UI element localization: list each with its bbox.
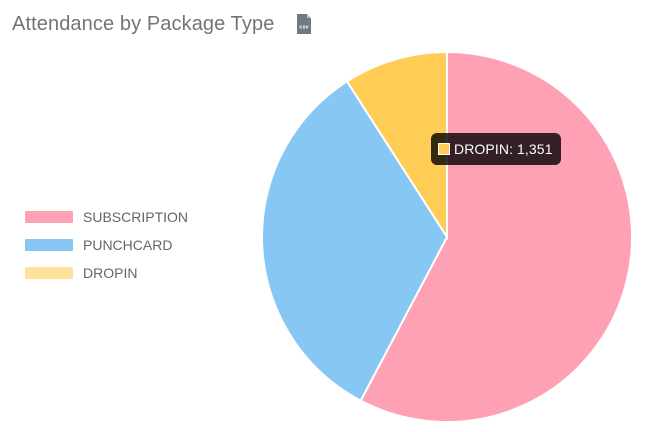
pie-slices bbox=[261, 50, 634, 423]
tooltip-value: 1,351 bbox=[517, 141, 553, 157]
chart-title: Attendance by Package Type bbox=[12, 12, 275, 35]
legend-item-punchcard[interactable]: PUNCHCARD bbox=[25, 231, 188, 259]
chart-header: Attendance by Package Type csv bbox=[12, 10, 312, 38]
legend-item-subscription[interactable]: SUBSCRIPTION bbox=[25, 203, 188, 231]
pie-slice-punchcard[interactable] bbox=[261, 79, 449, 402]
tooltip-text: DROPIN: 1,351 bbox=[454, 141, 553, 157]
csv-download-icon[interactable]: csv bbox=[296, 13, 312, 35]
legend-label: PUNCHCARD bbox=[83, 237, 173, 253]
tooltip-label: DROPIN bbox=[454, 141, 510, 157]
tooltip-swatch bbox=[438, 143, 450, 155]
pie-slice-subscription[interactable] bbox=[359, 50, 634, 423]
chart-tooltip: DROPIN: 1,351 bbox=[431, 133, 561, 165]
legend-item-dropin[interactable]: DROPIN bbox=[25, 259, 188, 287]
pie-slice-dropin[interactable] bbox=[345, 50, 448, 241]
csv-icon-label: csv bbox=[300, 25, 310, 31]
chart-legend: SUBSCRIPTION PUNCHCARD DROPIN bbox=[25, 203, 188, 287]
legend-label: DROPIN bbox=[83, 265, 138, 281]
legend-swatch bbox=[25, 239, 73, 251]
legend-swatch bbox=[25, 267, 73, 279]
legend-label: SUBSCRIPTION bbox=[83, 209, 189, 225]
legend-swatch bbox=[25, 211, 73, 223]
